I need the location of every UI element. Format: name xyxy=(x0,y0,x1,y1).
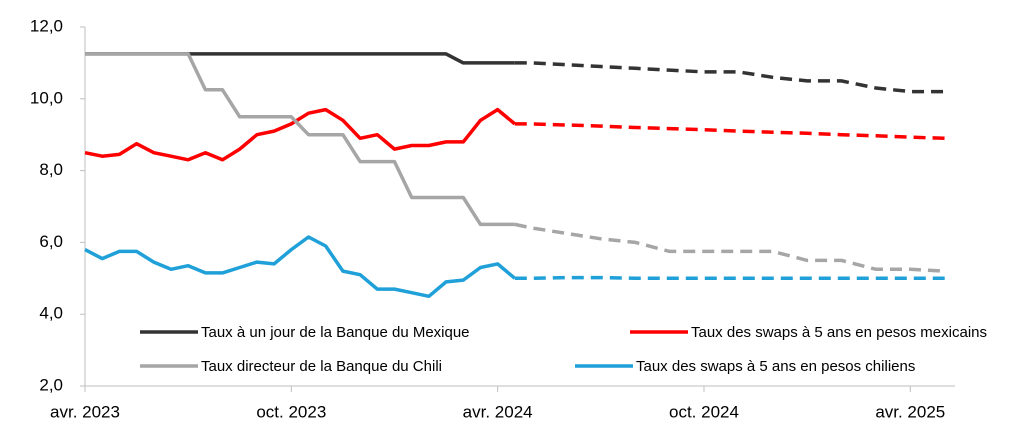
series-line xyxy=(84,235,516,299)
x-tick-label: avr. 2023 xyxy=(50,402,120,421)
forecast-line xyxy=(514,122,945,141)
y-tick-label: 10,0 xyxy=(30,88,63,107)
series-line xyxy=(85,52,515,227)
x-tick-label: avr. 2024 xyxy=(463,402,533,421)
x-tick-label: avr. 2025 xyxy=(875,402,945,421)
y-tick-label: 4,0 xyxy=(39,304,63,323)
series-line xyxy=(84,107,516,162)
legend-label: Taux des swaps à 5 ans en pesos chiliens xyxy=(636,358,915,375)
y-tick-label: 6,0 xyxy=(39,232,63,251)
legend-label: Taux des swaps à 5 ans en pesos mexicain… xyxy=(691,324,987,341)
legend-label: Taux à un jour de la Banque du Mexique xyxy=(201,324,470,341)
forecast-line xyxy=(514,222,945,273)
y-tick-label: 12,0 xyxy=(30,16,63,35)
x-tick-label: oct. 2023 xyxy=(256,402,326,421)
y-tick-label: 8,0 xyxy=(39,160,63,179)
legend-label: Taux directeur de la Banque du Chili xyxy=(201,358,442,375)
forecast-line xyxy=(514,275,945,281)
x-tick-label: oct. 2024 xyxy=(669,402,739,421)
forecast-line xyxy=(514,61,945,94)
y-tick-label: 2,0 xyxy=(39,375,63,394)
